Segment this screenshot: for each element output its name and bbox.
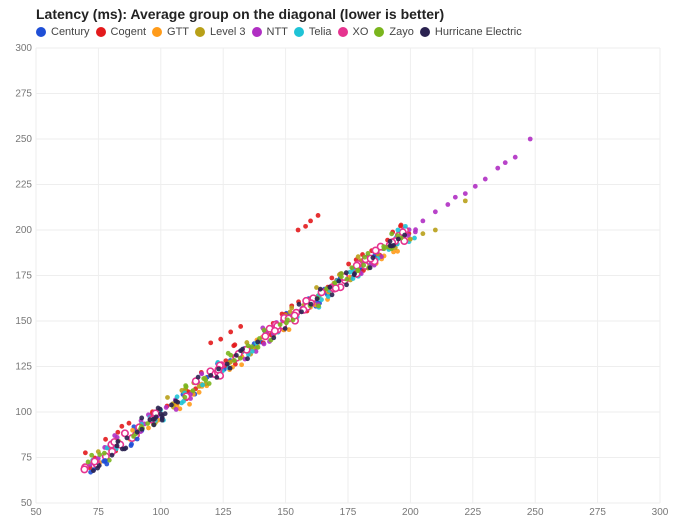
scatter-svg: 5075100125150175200225250275300507510012… <box>36 48 660 503</box>
legend-item[interactable]: Century <box>36 26 90 38</box>
svg-text:125: 125 <box>215 507 232 517</box>
svg-text:100: 100 <box>15 407 32 418</box>
svg-text:300: 300 <box>652 507 669 517</box>
svg-text:75: 75 <box>93 507 105 517</box>
legend-item[interactable]: XO <box>338 26 369 38</box>
legend-swatch <box>152 27 162 37</box>
svg-text:125: 125 <box>15 362 32 373</box>
legend-label: Zayo <box>389 26 413 38</box>
svg-text:250: 250 <box>527 507 544 517</box>
svg-text:75: 75 <box>21 453 33 464</box>
legend-item[interactable]: Cogent <box>96 26 146 38</box>
svg-text:50: 50 <box>21 498 33 509</box>
svg-text:175: 175 <box>340 507 357 517</box>
legend-item[interactable]: Hurricane Electric <box>420 26 522 38</box>
svg-text:275: 275 <box>15 89 32 100</box>
svg-text:200: 200 <box>15 225 32 236</box>
legend-label: GTT <box>167 26 189 38</box>
legend-item[interactable]: NTT <box>252 26 288 38</box>
legend-swatch <box>420 27 430 37</box>
svg-text:50: 50 <box>30 507 42 517</box>
legend-item[interactable]: Telia <box>294 26 332 38</box>
legend-label: Cogent <box>111 26 146 38</box>
svg-text:225: 225 <box>464 507 481 517</box>
svg-text:225: 225 <box>15 180 32 191</box>
legend-label: NTT <box>267 26 288 38</box>
legend-label: Hurricane Electric <box>435 26 522 38</box>
plot-area: 5075100125150175200225250275300507510012… <box>36 48 660 503</box>
legend-swatch <box>338 27 348 37</box>
legend: Century Cogent GTT Level 3 NTT Telia XO Zayo Hur… <box>36 26 671 38</box>
svg-text:150: 150 <box>277 507 294 517</box>
svg-text:200: 200 <box>402 507 419 517</box>
legend-swatch <box>36 27 46 37</box>
legend-label: Level 3 <box>210 26 245 38</box>
svg-text:300: 300 <box>15 43 32 54</box>
svg-text:100: 100 <box>152 507 169 517</box>
legend-swatch <box>252 27 262 37</box>
legend-swatch <box>195 27 205 37</box>
svg-text:175: 175 <box>15 271 32 282</box>
chart-container: Latency (ms): Average group on the diago… <box>0 0 675 517</box>
legend-swatch <box>96 27 106 37</box>
legend-swatch <box>294 27 304 37</box>
legend-swatch <box>374 27 384 37</box>
legend-label: Century <box>51 26 90 38</box>
svg-text:275: 275 <box>589 507 606 517</box>
svg-text:150: 150 <box>15 316 32 327</box>
chart-title: Latency (ms): Average group on the diago… <box>36 6 444 22</box>
legend-label: XO <box>353 26 369 38</box>
legend-item[interactable]: GTT <box>152 26 189 38</box>
legend-item[interactable]: Zayo <box>374 26 413 38</box>
svg-text:250: 250 <box>15 134 32 145</box>
legend-item[interactable]: Level 3 <box>195 26 245 38</box>
legend-label: Telia <box>309 26 332 38</box>
